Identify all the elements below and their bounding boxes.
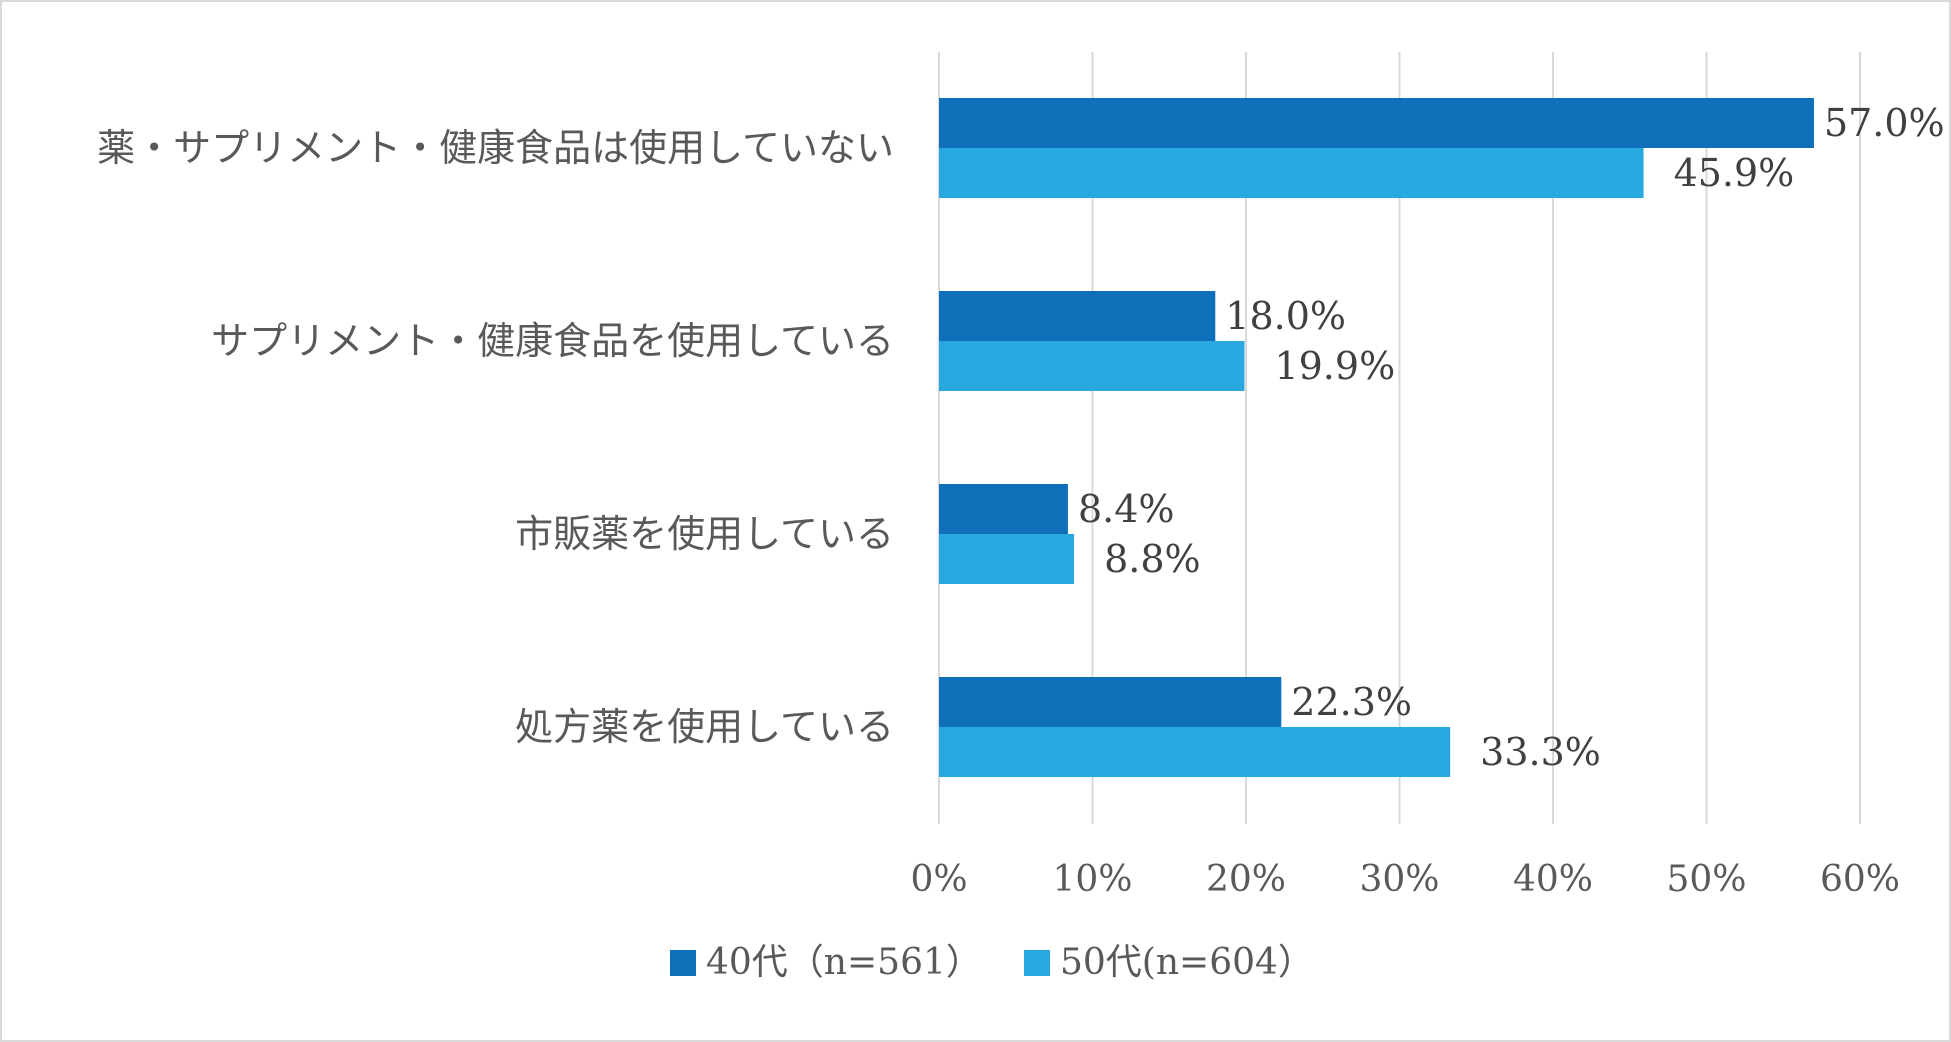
x-tick-label: 30%	[1359, 859, 1439, 900]
data-label: 22.3%	[1291, 680, 1412, 724]
category-label: 薬・サプリメント・健康食品は使用していない	[97, 126, 894, 170]
data-label: 57.0%	[1824, 101, 1945, 145]
x-tick-label: 10%	[1052, 859, 1132, 900]
legend: 40代（n=561） 50代(n=604）	[670, 942, 1314, 983]
bar-series-1	[939, 98, 1814, 148]
bars	[939, 98, 1814, 777]
bar-series-2	[939, 341, 1245, 391]
data-label: 19.9%	[1274, 344, 1395, 388]
x-tick-label: 50%	[1666, 859, 1746, 900]
category-label: 処方薬を使用している	[515, 705, 894, 749]
bar-series-2	[939, 727, 1451, 777]
bar-series-2	[939, 534, 1075, 584]
value-axis-tick-labels: 0% 10% 20% 30% 40% 50% 60%	[910, 859, 1900, 900]
bar-series-1	[939, 484, 1068, 534]
data-label: 8.8%	[1104, 537, 1201, 581]
legend-swatch-series-2	[1024, 950, 1050, 976]
legend-label-series-2: 50代(n=604）	[1060, 942, 1314, 983]
data-labels: 57.0% 45.9% 18.0% 19.9% 8.4% 8.8% 22.3% 33.3%	[1078, 101, 1945, 774]
data-label: 8.4%	[1078, 487, 1175, 531]
data-label: 33.3%	[1480, 730, 1601, 774]
category-axis-labels: 薬・サプリメント・健康食品は使用していないサプリメント・健康食品を使用している市…	[97, 126, 894, 749]
data-label: 45.9%	[1674, 151, 1795, 195]
bar-series-1	[939, 677, 1282, 727]
category-label: 市販薬を使用している	[515, 512, 894, 556]
x-tick-label: 60%	[1820, 859, 1900, 900]
bar-series-2	[939, 148, 1644, 198]
legend-label-series-1: 40代（n=561）	[706, 942, 982, 983]
x-tick-label: 0%	[910, 859, 967, 900]
data-label: 18.0%	[1225, 294, 1346, 338]
legend-swatch-series-1	[670, 950, 696, 976]
category-label: サプリメント・健康食品を使用している	[211, 319, 894, 363]
bar-series-1	[939, 291, 1216, 341]
x-tick-label: 40%	[1513, 859, 1593, 900]
x-tick-label: 20%	[1206, 859, 1286, 900]
